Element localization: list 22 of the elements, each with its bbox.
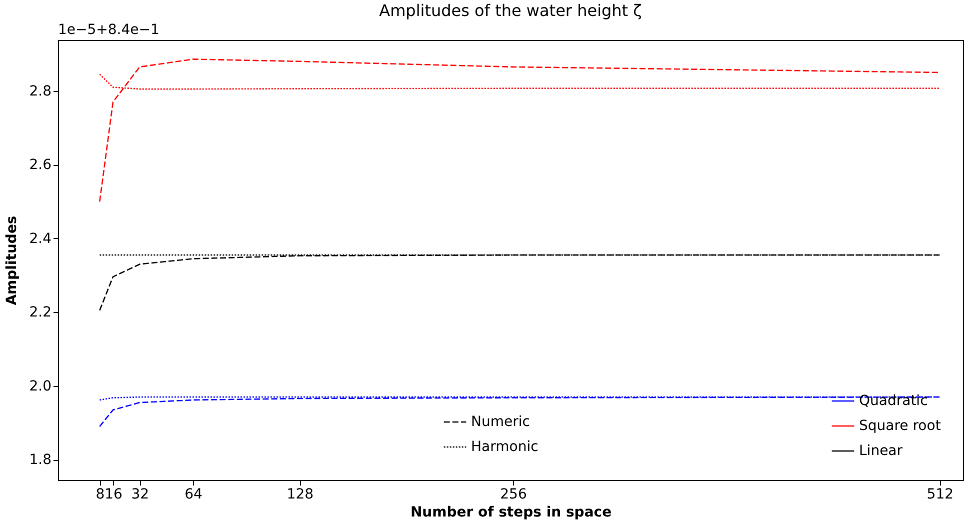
annotation: Harmonic	[471, 439, 538, 455]
y-tick-label: 1.8	[29, 452, 52, 468]
y-tick-label: 2.4	[29, 230, 52, 247]
x-tick-label: 8	[96, 486, 105, 502]
x-axis-title: Number of steps in space	[410, 504, 612, 520]
y-tick-label: 2.2	[29, 304, 52, 321]
y-axis-title: Amplitudes	[4, 216, 20, 306]
y-tick-label: 2.0	[29, 378, 52, 394]
legend-label: Quadratic	[859, 393, 928, 409]
x-tick-label: 64	[184, 486, 202, 502]
x-tick-label: 512	[926, 486, 954, 502]
x-tick-label: 256	[500, 486, 527, 502]
legend-label: Linear	[859, 443, 903, 459]
y-tick-label: 2.6	[29, 157, 52, 174]
text: 1e−5+8.4e−1	[58, 22, 160, 38]
chart-title: Amplitudes of the water height ζ	[379, 1, 642, 20]
y-tick-label: 2.8	[29, 83, 52, 100]
x-tick-label: 128	[286, 486, 314, 502]
x-tick-label: 32	[131, 486, 150, 502]
x-tick-label: 16	[104, 486, 122, 502]
annotation: Numeric	[471, 414, 530, 430]
legend-label: Square root	[859, 418, 942, 434]
